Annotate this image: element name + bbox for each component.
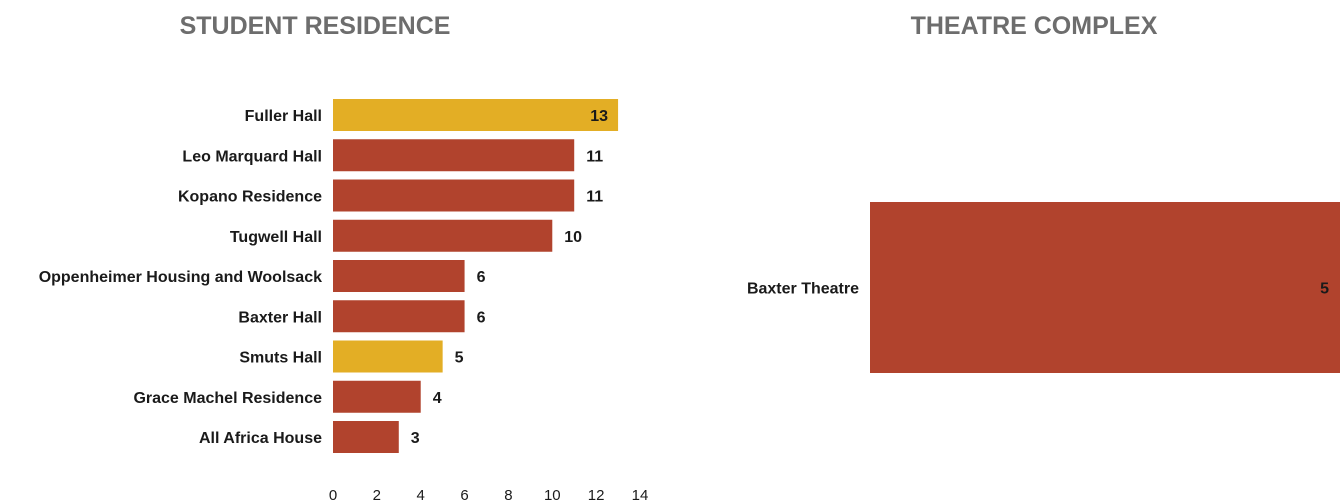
theatre-complex-category-labels: Baxter Theatre xyxy=(747,281,859,298)
category-label-tugwell-hall: Tugwell Hall xyxy=(230,229,322,246)
student-residence-chart: STUDENT RESIDENCE Fuller Hall Leo Marquar… xyxy=(39,12,649,504)
theatre-complex-bars xyxy=(870,202,1340,373)
category-label-grace-machel-residence: Grace Machel Residence xyxy=(133,390,322,407)
bar-fuller-hall xyxy=(333,99,619,131)
x-tick-4: 4 xyxy=(417,487,425,504)
theatre-complex-title: THEATRE COMPLEX xyxy=(911,12,1158,40)
category-label-fuller-hall: Fuller Hall xyxy=(245,108,322,125)
value-label-all-africa-house: 3 xyxy=(411,430,420,447)
student-residence-category-labels: Fuller Hall Leo Marquard Hall Kopano Resid… xyxy=(39,108,322,447)
value-label-baxter-theatre: 5 xyxy=(1320,281,1329,298)
x-tick-10: 10 xyxy=(544,487,561,504)
bar-grace-machel-residence xyxy=(333,380,421,413)
x-tick-2: 2 xyxy=(373,487,381,504)
category-label-oppenheimer-housing-and-woolsack: Oppenheimer Housing and Woolsack xyxy=(39,269,322,286)
value-label-fuller-hall: 13 xyxy=(590,108,608,125)
bar-all-africa-house xyxy=(333,421,399,453)
bar-kopano-residence xyxy=(333,179,575,212)
value-label-kopano-residence: 11 xyxy=(586,189,603,206)
x-tick-8: 8 xyxy=(504,487,512,504)
value-label-grace-machel-residence: 4 xyxy=(433,390,442,407)
bar-oppenheimer-housing-and-woolsack xyxy=(333,260,465,292)
x-tick-14: 14 xyxy=(632,487,649,504)
theatre-complex-chart: THEATRE COMPLEX Baxter Theatre 5 xyxy=(747,12,1340,373)
bar-smuts-hall xyxy=(333,340,443,373)
value-label-smuts-hall: 5 xyxy=(455,350,464,367)
x-tick-12: 12 xyxy=(588,487,605,504)
student-residence-x-axis-ticks: 0 2 4 6 8 10 12 14 xyxy=(329,487,649,504)
bar-tugwell-hall xyxy=(333,219,553,252)
student-residence-bars xyxy=(333,99,619,453)
value-label-baxter-hall: 6 xyxy=(477,309,486,326)
category-label-kopano-residence: Kopano Residence xyxy=(178,189,322,206)
student-residence-title: STUDENT RESIDENCE xyxy=(180,12,451,40)
theatre-complex-value-labels: 5 xyxy=(1320,281,1329,298)
category-label-smuts-hall: Smuts Hall xyxy=(239,350,322,367)
value-label-oppenheimer-housing-and-woolsack: 6 xyxy=(477,269,486,286)
value-label-tugwell-hall: 10 xyxy=(564,229,582,246)
student-residence-value-labels: 13 11 11 10 6 6 5 4 3 xyxy=(411,108,608,447)
category-label-baxter-hall: Baxter Hall xyxy=(238,309,322,326)
x-tick-6: 6 xyxy=(460,487,468,504)
bar-leo-marquard-hall xyxy=(333,139,575,172)
category-label-baxter-theatre: Baxter Theatre xyxy=(747,281,859,298)
category-label-all-africa-house: All Africa House xyxy=(199,430,322,447)
bar-baxter-hall xyxy=(333,300,465,333)
bar-baxter-theatre xyxy=(870,202,1340,373)
x-tick-0: 0 xyxy=(329,487,337,504)
value-label-leo-marquard-hall: 11 xyxy=(586,148,603,165)
category-label-leo-marquard-hall: Leo Marquard Hall xyxy=(182,148,322,165)
